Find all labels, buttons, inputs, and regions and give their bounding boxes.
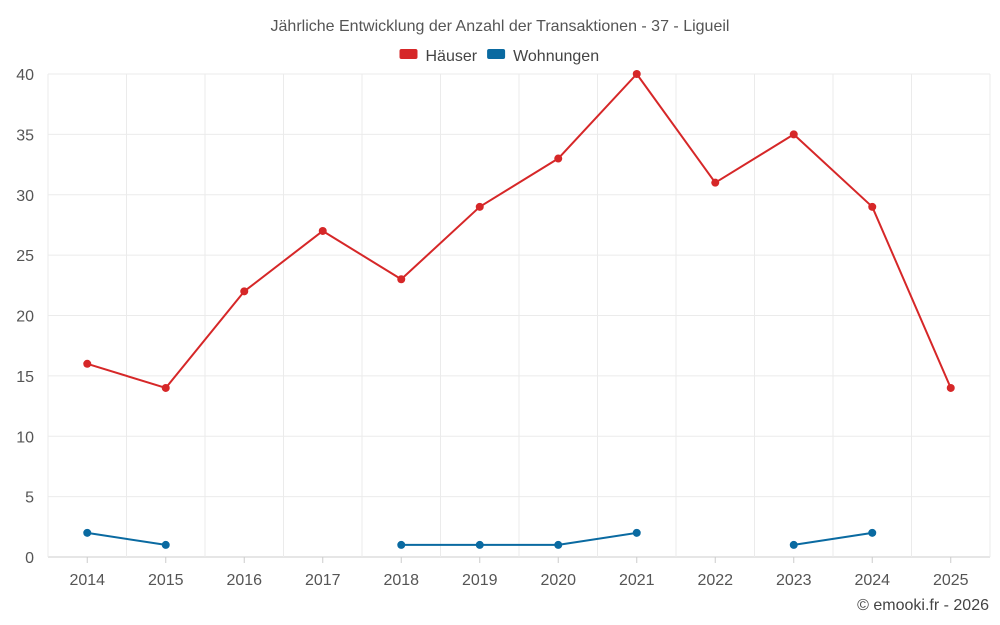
y-tick-label: 15 bbox=[16, 369, 34, 386]
data-point[interactable] bbox=[868, 202, 877, 211]
x-tick-label: 2023 bbox=[776, 572, 812, 589]
x-tick-label: 2025 bbox=[933, 572, 969, 589]
series-1 bbox=[83, 528, 877, 549]
x-tick-label: 2020 bbox=[540, 572, 576, 589]
data-point[interactable] bbox=[397, 275, 406, 284]
series-line bbox=[793, 531, 873, 546]
data-point[interactable] bbox=[946, 383, 955, 392]
legend-swatch bbox=[487, 49, 506, 59]
legend-item[interactable]: Wohnungen bbox=[487, 48, 599, 65]
y-tick-label: 35 bbox=[16, 127, 34, 144]
data-point[interactable] bbox=[554, 540, 563, 549]
legend-swatch bbox=[399, 49, 418, 59]
data-point[interactable] bbox=[475, 202, 484, 211]
chart-title: Jährliche Entwicklung der Anzahl der Tra… bbox=[271, 18, 730, 35]
x-tick-label: 2022 bbox=[697, 572, 733, 589]
y-tick-label: 0 bbox=[25, 550, 34, 567]
data-point[interactable] bbox=[83, 359, 92, 368]
data-point[interactable] bbox=[161, 540, 170, 549]
data-point[interactable] bbox=[475, 540, 484, 549]
grid bbox=[47, 73, 991, 558]
series-0 bbox=[83, 70, 955, 392]
y-tick-label: 40 bbox=[16, 67, 34, 84]
series-layer bbox=[83, 70, 955, 549]
data-point[interactable] bbox=[789, 540, 798, 549]
data-point[interactable] bbox=[868, 528, 877, 537]
legend-item[interactable]: Häuser bbox=[399, 48, 478, 65]
y-tick-label: 10 bbox=[16, 429, 34, 446]
data-point[interactable] bbox=[240, 287, 249, 296]
data-point[interactable] bbox=[554, 154, 563, 163]
data-point[interactable] bbox=[711, 178, 720, 187]
y-tick-label: 30 bbox=[16, 188, 34, 205]
series-line bbox=[86, 73, 952, 389]
x-tick-label: 2019 bbox=[462, 572, 498, 589]
x-tick-label: 2024 bbox=[854, 572, 890, 589]
legend-label: Häuser bbox=[426, 48, 478, 65]
credit: © emooki.fr - 2026 bbox=[857, 597, 989, 614]
x-tick-label: 2021 bbox=[619, 572, 655, 589]
series-line bbox=[401, 531, 637, 546]
x-tick-label: 2018 bbox=[383, 572, 419, 589]
x-tick-label: 2015 bbox=[148, 572, 184, 589]
legend-label: Wohnungen bbox=[513, 48, 599, 65]
y-axis: 0 5 10 15 20 25 30 35 40 bbox=[16, 67, 34, 567]
x-tick-label: 2016 bbox=[226, 572, 262, 589]
y-tick-label: 5 bbox=[25, 490, 34, 507]
y-tick-label: 25 bbox=[16, 248, 34, 265]
y-tick-label: 20 bbox=[16, 309, 34, 326]
data-point[interactable] bbox=[318, 226, 327, 235]
data-point[interactable] bbox=[161, 383, 170, 392]
data-point[interactable] bbox=[632, 528, 641, 537]
data-point[interactable] bbox=[632, 70, 641, 78]
x-tick-label: 2014 bbox=[69, 572, 105, 589]
data-point[interactable] bbox=[789, 130, 798, 139]
legend: Häuser Wohnungen bbox=[399, 48, 599, 65]
x-axis: 2014 2015 2016 2017 2018 2019 2020 2021 2022 2023… bbox=[69, 557, 969, 589]
x-tick-label: 2017 bbox=[305, 572, 341, 589]
data-point[interactable] bbox=[83, 528, 92, 537]
series-line bbox=[87, 531, 166, 546]
data-point[interactable] bbox=[397, 540, 406, 549]
